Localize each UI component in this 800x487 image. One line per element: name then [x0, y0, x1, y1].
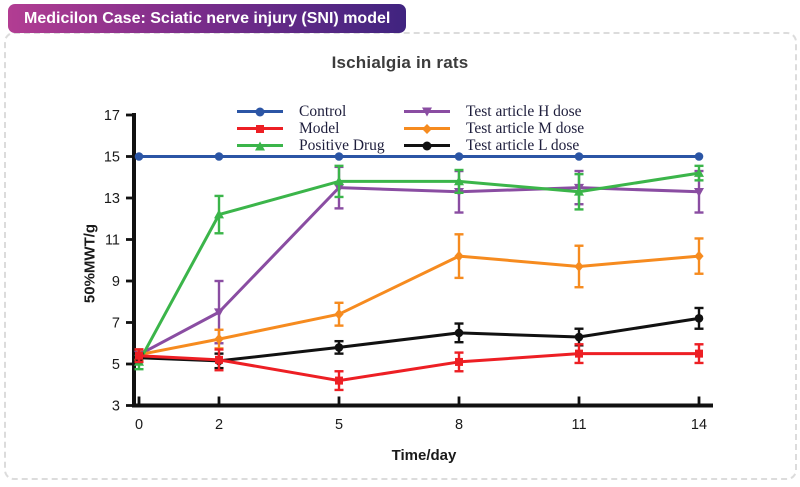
- x-axis-label: Time/day: [391, 447, 457, 464]
- y-tick-label: 15: [104, 150, 120, 166]
- y-tick-label: 5: [112, 357, 120, 373]
- data-point: [694, 152, 704, 161]
- legend-label-l-dose: Test article L dose: [466, 136, 580, 154]
- legend-item-positive-drug: Positive Drug: [237, 137, 385, 154]
- circle-marker-icon: [255, 107, 265, 116]
- x-tick-label: 5: [335, 417, 343, 433]
- data-point: [454, 176, 464, 186]
- legend-line-h-dose: [404, 107, 450, 116]
- case-badge: Medicilon Case: Sciatic nerve injury (SN…: [8, 4, 407, 33]
- y-tick-label: 17: [104, 108, 120, 124]
- square-marker-icon: [256, 124, 264, 133]
- data-point: [335, 376, 343, 385]
- data-point: [334, 152, 344, 161]
- data-point: [215, 355, 223, 364]
- legend-line-model: [237, 124, 283, 133]
- data-point: [455, 357, 463, 366]
- legend-line-m-dose: [404, 123, 450, 134]
- series-line: [137, 352, 701, 383]
- data-point: [574, 332, 584, 342]
- data-point: [574, 186, 584, 196]
- data-point: [214, 152, 224, 161]
- data-point: [574, 152, 584, 161]
- data-point: [334, 308, 344, 320]
- data-point: [454, 328, 464, 338]
- x-tick-label: 0: [135, 417, 143, 433]
- series-line: [137, 171, 701, 364]
- x-tick-label: 8: [455, 417, 463, 433]
- series-model: [134, 343, 704, 392]
- legend-line-positive-drug: [237, 141, 283, 150]
- data-point: [214, 209, 224, 219]
- data-point: [214, 333, 224, 345]
- legend-item-model: Model: [237, 120, 339, 137]
- chart-title: Ischialgia in rats: [331, 53, 469, 72]
- data-point: [334, 343, 344, 352]
- series-line: [137, 254, 701, 357]
- data-point: [334, 176, 344, 186]
- data-point: [454, 250, 464, 262]
- legend-label-m-dose: Test article M dose: [466, 119, 585, 137]
- x-tick-label: 2: [215, 417, 223, 433]
- data-point: [134, 152, 144, 161]
- case-badge-label: Medicilon Case: Sciatic nerve injury (SN…: [24, 10, 391, 27]
- triangle-up-marker-icon: [255, 141, 265, 150]
- x-tick-label: 11: [571, 417, 586, 433]
- y-tick-label: 9: [112, 274, 120, 290]
- legend-label-control: Control: [299, 102, 347, 120]
- legend-item-m-dose: Test article M dose: [404, 120, 584, 137]
- data-point: [694, 314, 704, 323]
- legend-label-positive-drug: Positive Drug: [299, 136, 385, 154]
- data-point: [214, 308, 224, 318]
- y-axis-label: 50%MWT/g: [81, 223, 99, 304]
- legend-label-model: Model: [299, 119, 340, 137]
- x-tick-label: 14: [691, 417, 707, 433]
- data-point: [694, 167, 704, 177]
- legend-line-control: [237, 107, 283, 116]
- y-tick-label: 11: [105, 233, 120, 249]
- legend-item-h-dose: Test article H dose: [404, 103, 582, 120]
- data-point: [694, 187, 704, 197]
- triangle-down-marker-icon: [422, 107, 432, 116]
- diamond-marker-icon: [422, 123, 432, 134]
- data-point: [694, 250, 704, 262]
- data-point: [695, 349, 703, 358]
- y-tick-label: 13: [104, 191, 120, 207]
- circle-marker-icon: [422, 141, 432, 150]
- data-point: [135, 351, 143, 360]
- data-point: [454, 152, 464, 161]
- data-point: [574, 261, 584, 272]
- legend-item-l-dose: Test article L dose: [404, 137, 579, 154]
- legend-label-h-dose: Test article H dose: [466, 102, 582, 120]
- legend-line-l-dose: [404, 141, 450, 150]
- y-tick-label: 3: [112, 399, 120, 415]
- y-tick-label: 7: [112, 316, 120, 332]
- series-control: [134, 152, 704, 161]
- legend-item-control: Control: [237, 103, 346, 120]
- data-point: [575, 349, 583, 358]
- series-positive-drug: [134, 164, 704, 371]
